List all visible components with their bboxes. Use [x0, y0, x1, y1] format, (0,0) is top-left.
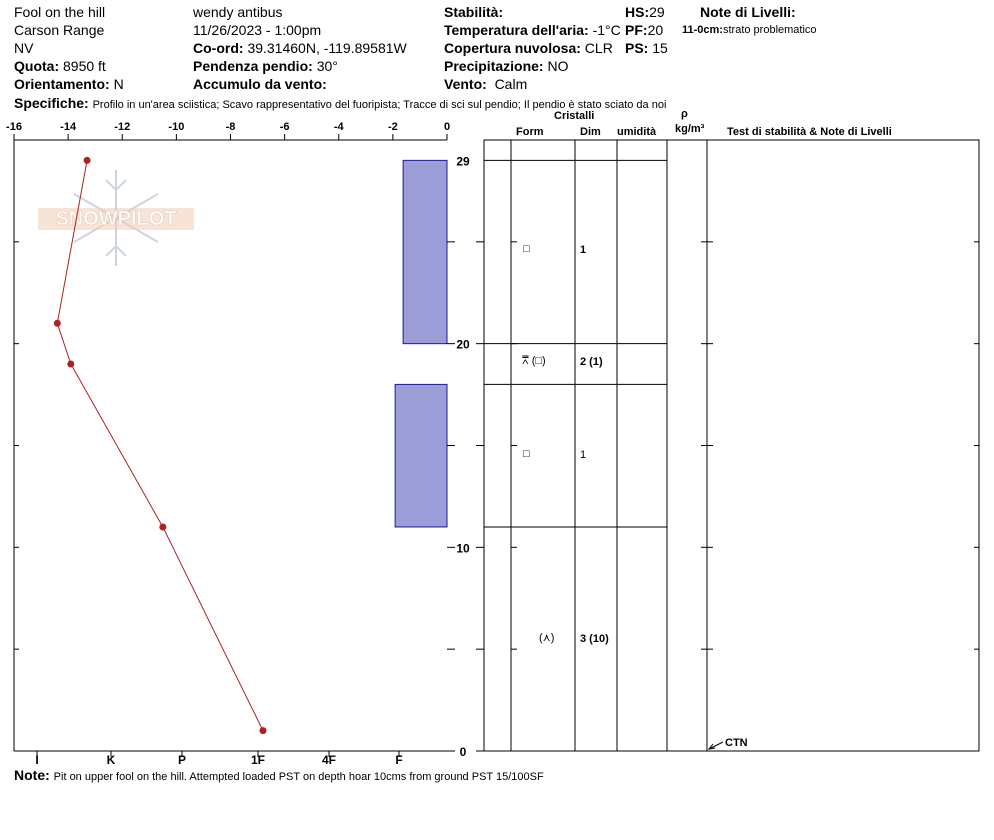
- sky-cover: Copertura nuvolosa: CLR: [444, 40, 613, 56]
- hardness-bar: [394, 383, 448, 528]
- temp-tick-label: -10: [168, 121, 184, 133]
- layer-3-form: □: [523, 448, 530, 460]
- height-tick-label: 10: [456, 541, 470, 555]
- temperature-point: [53, 319, 61, 327]
- temp-tick-label: -4: [334, 121, 345, 133]
- dim-header: Dim: [580, 126, 601, 138]
- layer-3-dim: 1: [580, 449, 587, 461]
- stability: Stabilità:: [444, 4, 504, 20]
- pf: PF:20: [625, 22, 664, 38]
- temp-tick-label: -8: [226, 121, 236, 133]
- stability-notes-header: Test di stabilità & Note di Livelli: [727, 126, 892, 138]
- temp-tick-label: 0: [444, 121, 450, 133]
- wind-loading: Accumulo da vento:: [193, 76, 327, 92]
- layer-1-form: □: [523, 243, 530, 255]
- precipitation: Precipitazione: NO: [444, 58, 569, 74]
- height-tick-label: 0: [460, 745, 467, 759]
- layer-2-form: ⩞ (□): [522, 355, 546, 367]
- hardness-tick-label: F: [395, 753, 402, 767]
- site-name: Fool on the hill: [14, 4, 106, 20]
- hardness-tick-label: K: [107, 753, 116, 767]
- layer-table-frame: [483, 139, 980, 752]
- hardness-tick-label: 4F: [322, 753, 336, 767]
- hardness-tick-label: 1F: [251, 753, 265, 767]
- specifics: Specifiche: Profilo in un'area sciistica…: [14, 95, 667, 111]
- layer-1-dim: 1: [580, 244, 587, 256]
- snowpilot-watermark: SNOWPILOT: [38, 170, 194, 266]
- temperature-point: [159, 523, 167, 531]
- datetime: 11/26/2023 - 1:00pm: [193, 22, 322, 38]
- layer-4-form: (⋏): [539, 632, 555, 644]
- wind: Vento: Calm: [444, 76, 528, 92]
- slope: Pendenza pendio: 30°: [193, 58, 338, 74]
- temperature-point: [259, 727, 267, 735]
- temperature-point: [67, 360, 75, 368]
- observer: wendy antibus: [193, 4, 283, 20]
- layer-note: 11-0cm:strato problematico: [682, 24, 817, 36]
- crystals-header: Cristalli: [554, 110, 595, 122]
- note: Note: Pit on upper fool on the hill. Att…: [14, 767, 544, 783]
- hardness-tick-label: P: [178, 753, 186, 767]
- layer-4-dim: 3 (10): [580, 633, 609, 645]
- rho-header: ρ: [681, 108, 688, 120]
- aspect: Orientamento: N: [14, 76, 124, 92]
- form-header: Form: [516, 126, 544, 138]
- ctn-pointer: [708, 741, 724, 750]
- layer-notes-title: Note di Livelli:: [700, 4, 796, 20]
- height-tick-label: 29: [456, 154, 470, 168]
- ps: PS: 15: [625, 40, 668, 56]
- state-name: NV: [14, 40, 34, 56]
- ctn-pointer-head: [707, 743, 716, 750]
- height-tick-label: 20: [456, 338, 470, 352]
- temp-tick-label: -6: [280, 121, 290, 133]
- range-name: Carson Range: [14, 22, 105, 38]
- hardness-bar: [402, 159, 448, 345]
- watermark-text: SNOWPILOT: [55, 208, 176, 230]
- temp-tick-label: -2: [388, 121, 398, 133]
- elevation: Quota: 8950 ft: [14, 58, 106, 74]
- hardness-tick-label: I: [35, 753, 38, 767]
- temp-tick-label: -14: [60, 121, 77, 133]
- temperature-point: [83, 156, 91, 164]
- air-temperature: Temperatura dell'aria: -1°C: [444, 22, 621, 38]
- hs: HS:29: [625, 4, 665, 20]
- moisture-header: umidità: [617, 126, 657, 138]
- temperature-line: [56, 160, 264, 731]
- layer-2-dim: 2 (1): [580, 356, 603, 368]
- temp-tick-label: -16: [6, 121, 22, 133]
- stability-test-result: CTN: [725, 737, 748, 749]
- temp-tick-label: -12: [114, 121, 130, 133]
- density-unit-header: kg/m³: [675, 123, 705, 135]
- coordinates: Co-ord: 39.31460N, -119.89581W: [193, 40, 407, 56]
